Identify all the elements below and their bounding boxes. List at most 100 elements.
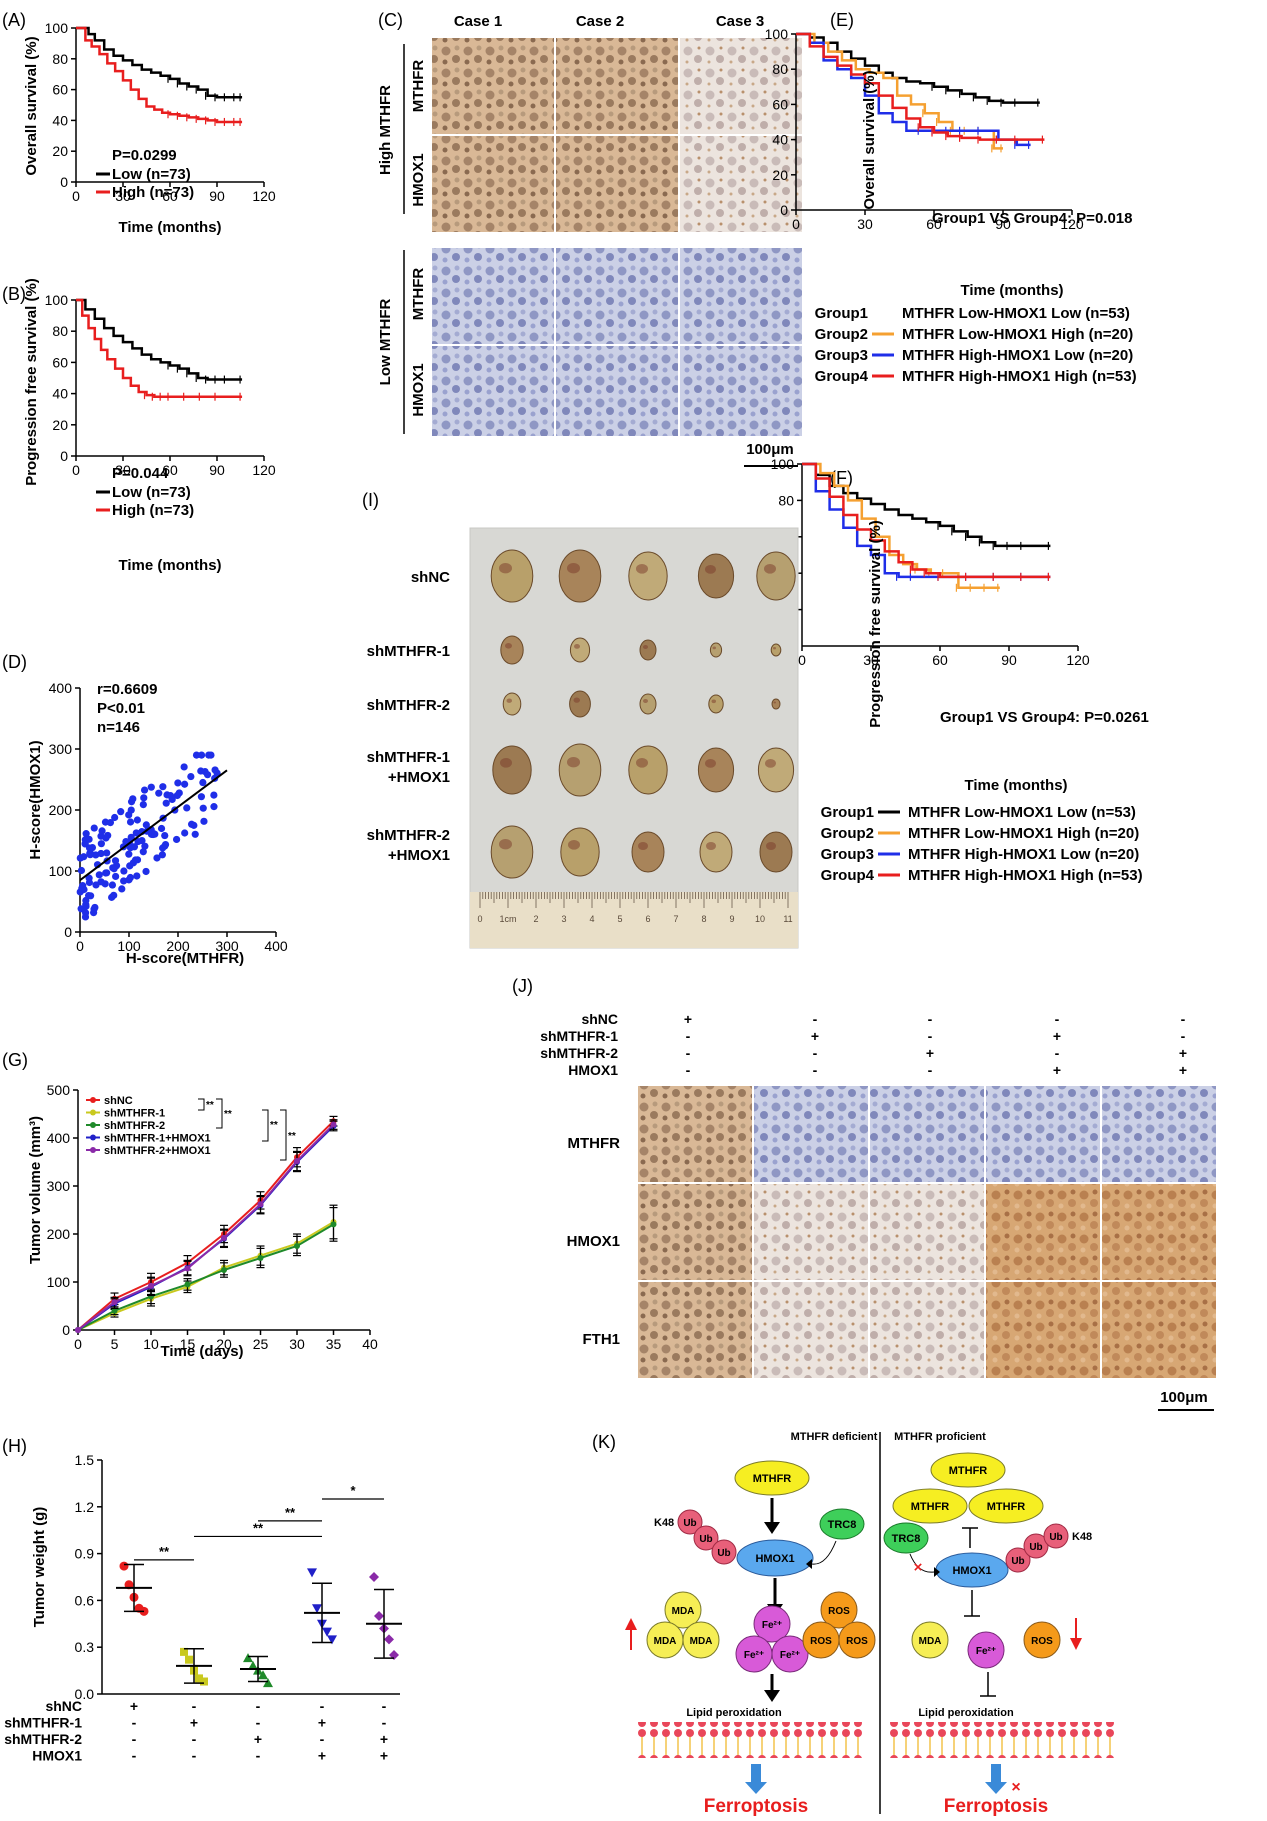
panel-c-case2: Case 2 <box>576 13 624 30</box>
svg-text:ROS: ROS <box>828 1606 850 1617</box>
km-series-1 <box>76 26 243 124</box>
panel-e-pvalue: Group1 VS Group4: P=0.018 <box>932 210 1132 227</box>
condition-sign: - <box>192 1748 197 1764</box>
panel-f-x-tick: 90 <box>1001 652 1017 668</box>
svg-text:HMOX1: HMOX1 <box>952 1565 991 1577</box>
panel-g-significance <box>198 1098 287 1161</box>
panel-i-row-r4b: +HMOX1 <box>388 769 450 786</box>
mthfr-node <box>734 1460 810 1496</box>
svg-text:ROS: ROS <box>1031 1636 1053 1647</box>
condition-sign: - <box>320 1731 325 1747</box>
panel-e-x-tick: 120 <box>1060 216 1084 232</box>
scatter-point <box>117 808 125 816</box>
ruler-label: 3 <box>561 914 566 924</box>
svg-text:ROS: ROS <box>846 1636 868 1647</box>
panel-j-sign: + <box>811 1028 819 1044</box>
panel-j-sign: - <box>1055 1045 1060 1061</box>
scatter-point <box>142 867 150 876</box>
panel-a-x-tick: 120 <box>252 188 276 204</box>
panel-b-xlabel: Time (months) <box>118 557 221 574</box>
panel-j-letter: (J) <box>512 976 533 996</box>
panel-d-x-tick: 100 <box>117 938 141 954</box>
panel-j-conditions: shNC + - - - -shMTHFR-1- + - + -shMTHFR-2- - + - +HMO… <box>540 1011 1187 1078</box>
ferroptosis-left: Ferroptosis <box>704 1796 809 1816</box>
panel-j-sign: - <box>1181 1011 1186 1027</box>
panel-g-x-tick: 20 <box>216 1336 232 1352</box>
ruler-label: 10 <box>755 914 765 924</box>
panel-k-left-title: MTHFR deficient <box>791 1431 878 1443</box>
panel-g-y-tick: 300 <box>47 1178 71 1194</box>
ruler-label: 8 <box>701 914 706 924</box>
panel-d-x-tick: 300 <box>215 938 239 954</box>
tumor <box>569 637 591 663</box>
legend-group-name: Group2 <box>821 825 874 842</box>
tumor <box>771 698 781 710</box>
panel-d-axes: 0 100 200 300 400 0 100 200 300 400 <box>49 680 288 954</box>
growth-point <box>75 1327 81 1333</box>
km-series-2 <box>796 32 1031 147</box>
svg-text:MTHFR: MTHFR <box>987 1501 1026 1513</box>
panel-j-sign: - <box>928 1062 933 1078</box>
panel-h: (H) 0.00.30.60.91.21.5******* Tumor weig… <box>2 1436 402 1764</box>
panel-i-row-shmthfr2: shMTHFR-2 <box>367 697 450 714</box>
growth-point <box>330 1221 337 1228</box>
growth-point <box>221 1267 227 1273</box>
panel-f-xlabel: Time (months) <box>964 777 1067 794</box>
scatter-point <box>210 791 218 799</box>
panel-e-letter: (E) <box>830 10 854 30</box>
panel-e-x-tick: 90 <box>995 216 1011 232</box>
scatter-point <box>134 837 142 846</box>
panel-a-pvalue: P=0.0299 <box>112 147 177 164</box>
growth-point <box>221 1234 227 1241</box>
panel-a-y-tick: 20 <box>52 143 68 159</box>
km-series-0 <box>796 32 1040 104</box>
scatter-point <box>181 829 189 837</box>
panel-d-y-tick: 300 <box>49 741 73 757</box>
panel-h-y-tick: 0.0 <box>75 1686 95 1702</box>
svg-text:Lipid peroxidation: Lipid peroxidation <box>686 1707 782 1719</box>
panel-g-sig3: ** <box>270 1120 278 1131</box>
hmox1-node <box>736 1539 814 1577</box>
panel-d-stat-p: P<0.01 <box>97 700 145 717</box>
panel-i-row-r5b: +HMOX1 <box>388 847 450 864</box>
km-series-0 <box>76 298 243 381</box>
panel-c-high-group: High MTHFR <box>377 85 394 175</box>
dot-point <box>369 1572 379 1582</box>
svg-text:MDA: MDA <box>919 1636 942 1647</box>
growth-point <box>184 1281 191 1288</box>
panel-g-sig1: ** <box>206 1100 214 1111</box>
scatter-point <box>120 867 128 875</box>
panel-f-letter: (F) <box>830 468 853 488</box>
tumor <box>699 831 733 873</box>
panel-g-x-tick: 10 <box>143 1336 159 1352</box>
scatter-point <box>92 881 100 889</box>
ferroptosis-right: Ferroptosis <box>944 1796 1049 1816</box>
panel-j-sign: - <box>686 1062 691 1078</box>
panel-g-x-tick: 35 <box>326 1336 342 1352</box>
sig-mark: ** <box>253 1520 264 1535</box>
panel-b-y-tick: 80 <box>52 323 68 339</box>
legend-group-name: Group4 <box>821 867 875 884</box>
panel-i-tumors <box>490 549 796 879</box>
scatter-point <box>103 869 111 877</box>
regression-line <box>79 769 228 881</box>
scatter-point <box>197 767 205 775</box>
dot-point <box>200 1677 208 1686</box>
panel-b-axes: 0 30 60 90 120 0 20 40 60 80 100 <box>45 292 276 478</box>
condition-sign: - <box>382 1698 387 1714</box>
panel-d-y-tick: 0 <box>64 924 72 940</box>
tumor <box>709 642 723 658</box>
panel-g-x-tick: 30 <box>289 1336 305 1352</box>
tumor <box>490 549 534 603</box>
scatter-point <box>97 849 105 858</box>
dot-point <box>185 1655 193 1664</box>
panel-e-x-tick: 0 <box>792 216 800 232</box>
tumor <box>639 639 657 661</box>
panel-b-pvalue: P=0.044 <box>112 465 169 482</box>
scatter-point <box>151 830 159 838</box>
condition-sign: - <box>132 1731 137 1747</box>
legend-group-name: Group1 <box>815 305 868 322</box>
scatter-point <box>98 827 106 835</box>
panel-g-letter: (G) <box>2 1050 28 1070</box>
